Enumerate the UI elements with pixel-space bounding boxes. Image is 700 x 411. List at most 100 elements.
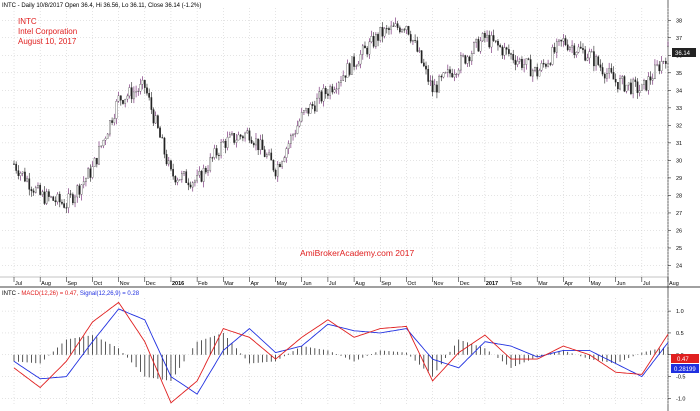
price-tick-label: 29 <box>676 176 682 182</box>
candle-body <box>270 152 273 161</box>
macd-header-prefix: INTC - <box>2 291 21 297</box>
candle-body <box>599 64 602 68</box>
candle-body <box>89 168 92 178</box>
candle-body <box>104 138 107 141</box>
candle-body <box>50 196 52 198</box>
candle-body <box>305 108 307 111</box>
company-label: Intel Corporation <box>18 27 77 36</box>
candle-body <box>571 45 573 48</box>
candle-body <box>623 76 626 92</box>
x-tick-label: Feb <box>512 281 521 287</box>
candle-body <box>486 34 488 38</box>
candle-body <box>466 56 469 64</box>
price-tick-label: 34 <box>676 88 682 94</box>
candle-body <box>473 42 475 54</box>
candle-body <box>98 146 100 165</box>
candle-body <box>422 62 425 67</box>
candle-body <box>224 140 227 148</box>
candle-body <box>248 130 251 141</box>
candle-body <box>490 35 493 48</box>
price-tick-label: 33 <box>676 106 682 112</box>
candle-body <box>601 67 604 75</box>
candle-body <box>479 40 482 52</box>
candle-body <box>516 61 519 65</box>
candle-body <box>222 140 225 143</box>
candle-body <box>416 40 419 52</box>
candle-body <box>69 193 72 195</box>
candle-body <box>468 56 471 62</box>
candle-body <box>505 47 508 50</box>
candle-body <box>21 171 24 174</box>
candle-body <box>346 63 349 78</box>
candle-body <box>481 33 484 42</box>
candle-body <box>566 44 569 51</box>
candle-body <box>545 64 547 67</box>
candle-body <box>176 179 179 183</box>
candle-body <box>157 115 159 128</box>
candle-body <box>433 84 436 93</box>
candle-body <box>640 84 643 91</box>
candle-body <box>606 73 608 79</box>
candle-body <box>111 120 113 123</box>
candle-body <box>647 76 650 91</box>
candle-body <box>250 140 253 144</box>
candle-body <box>117 95 120 102</box>
candle-body <box>531 70 534 77</box>
candle-body <box>235 139 238 143</box>
x-tick-label: Apr <box>564 281 573 287</box>
candle-body <box>78 185 81 195</box>
price-tick-label: 32 <box>676 123 682 129</box>
svg-text:36.14: 36.14 <box>675 51 691 57</box>
candle-body <box>342 75 345 81</box>
candle-body <box>372 36 375 47</box>
candle-body <box>45 191 48 204</box>
candle-body <box>26 178 28 182</box>
candle-body <box>444 72 447 74</box>
candle-body <box>159 127 161 138</box>
candle-body <box>534 67 536 71</box>
x-tick-label: 2016 <box>172 281 184 287</box>
macd-value-label: MACD(12,26) = 0.47, <box>21 291 78 297</box>
candle-body <box>364 45 366 49</box>
candle-body <box>335 88 338 90</box>
candle-body <box>154 115 157 124</box>
candle-body <box>298 120 301 127</box>
macd-tick-label: -1.0 <box>676 396 685 402</box>
candle-body <box>34 187 37 193</box>
candle-body <box>324 88 327 95</box>
candle-body <box>431 80 434 93</box>
candle-body <box>183 171 185 174</box>
candle-body <box>331 86 334 93</box>
candle-body <box>313 105 316 112</box>
candle-body <box>632 79 634 94</box>
candle-body <box>139 84 142 92</box>
candle-body <box>115 101 118 119</box>
candle-body <box>281 161 283 168</box>
candle-body <box>196 175 198 182</box>
candle-body <box>662 61 665 62</box>
candle-body <box>405 26 408 31</box>
candle-body <box>518 59 521 62</box>
candle-body <box>470 53 473 62</box>
x-tick-label: Jun <box>303 281 312 287</box>
candle-body <box>244 132 246 139</box>
price-tick-label: 38 <box>676 18 682 24</box>
price-tick-label: 26 <box>676 228 682 234</box>
candle-body <box>309 104 312 114</box>
candle-body <box>560 39 563 42</box>
x-tick-label: Aug <box>669 281 679 287</box>
candle-body <box>658 64 661 72</box>
signal-line <box>13 308 669 395</box>
candle-body <box>191 182 194 188</box>
candle-body <box>233 133 236 143</box>
x-tick-label: Mar <box>538 281 548 287</box>
candle-body <box>577 46 580 53</box>
candle-body <box>457 69 460 75</box>
candle-body <box>24 171 26 182</box>
candle-body <box>43 191 46 204</box>
candle-body <box>228 134 231 138</box>
candle-body <box>564 38 567 45</box>
candle-body <box>442 72 445 78</box>
candle-body <box>396 23 399 28</box>
candle-body <box>573 45 576 56</box>
